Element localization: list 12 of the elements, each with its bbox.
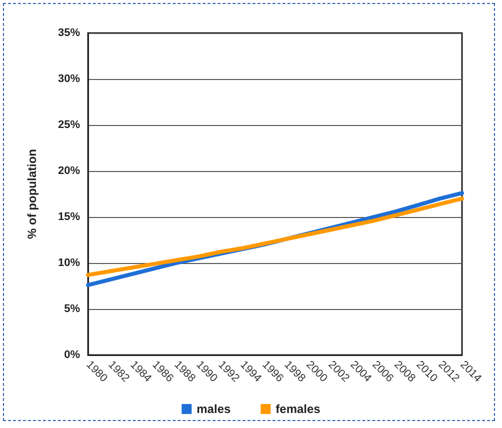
y-tick-label: 30% [58, 73, 80, 85]
y-tick-label: 0% [64, 349, 80, 361]
y-axis-title: % of population [25, 149, 39, 239]
y-tick-label: 15% [58, 211, 80, 223]
y-tick-label: 20% [58, 165, 80, 177]
y-tick-label: 35% [58, 27, 80, 39]
y-tick-label: 10% [58, 257, 80, 269]
legend-label: females [276, 402, 321, 416]
y-tick-label: 25% [58, 119, 80, 131]
y-tick-label: 5% [64, 303, 80, 315]
line-series [86, 196, 464, 277]
legend-label: males [196, 402, 231, 416]
